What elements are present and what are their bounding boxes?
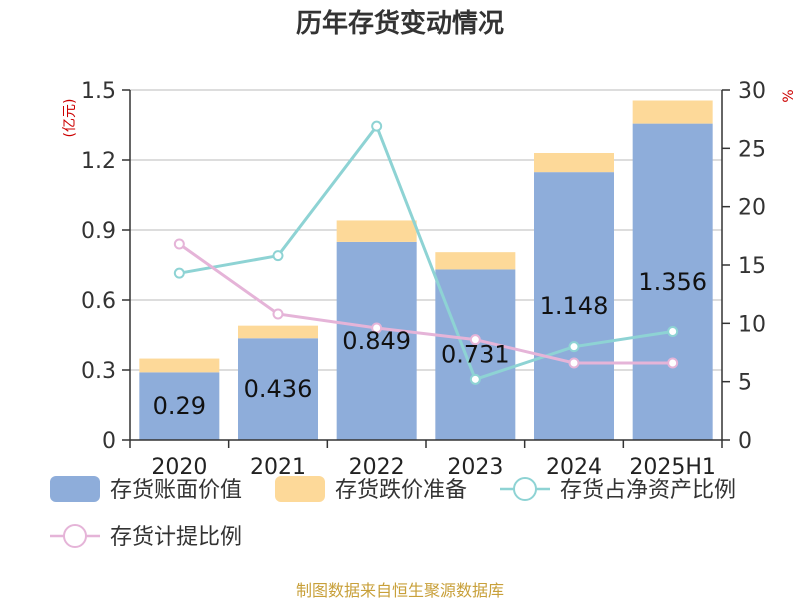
bar-impairment-provision	[238, 325, 318, 339]
bar-impairment-provision	[534, 153, 614, 173]
left-tick-label: 0.6	[81, 289, 116, 314]
bar-data-label: 1.356	[638, 268, 707, 296]
x-tick-label: 2020	[151, 455, 207, 480]
left-tick-label: 1.5	[81, 79, 116, 104]
bar-impairment-provision	[336, 220, 417, 242]
right-tick-label: 25	[738, 137, 766, 162]
x-tick-label: 2021	[250, 455, 306, 480]
left-tick-label: 0	[102, 429, 116, 454]
bar-book-value	[435, 269, 516, 440]
bar-layer	[139, 100, 713, 440]
bar-data-label: 0.731	[441, 341, 510, 369]
bar-book-value	[632, 123, 713, 440]
bar-impairment-provision	[632, 100, 713, 124]
point-inventory-to-net-assets	[667, 326, 679, 337]
right-axis-unit-label: %	[781, 89, 797, 102]
x-tick-label: 2025H1	[629, 455, 716, 480]
point-provision-ratio	[371, 322, 383, 334]
x-tick-label: 2023	[447, 455, 503, 480]
point-provision-ratio	[469, 334, 481, 346]
source-text: 制图数据来自恒生聚源数据库	[296, 581, 504, 600]
axis-layer: 0 0.3 0.6 0.9 1.2 1.5 0 5 10 15 20 25 30 2020 2021 2022…	[81, 79, 766, 480]
left-axis-unit-label: (亿元)	[62, 99, 78, 138]
right-tick-label: 20	[738, 196, 766, 221]
legend-label: 存货跌价准备	[335, 478, 467, 503]
left-tick-label: 0.3	[81, 359, 116, 384]
x-tick-label: 2022	[349, 455, 405, 480]
legend-label: 存货计提比例	[110, 525, 242, 550]
point-provision-ratio	[667, 357, 679, 369]
legend-inventory-to-net-assets: 存货占净资产比例	[500, 477, 736, 503]
legend-impairment-provision: 存货跌价准备	[275, 476, 467, 503]
legend-label: 存货账面价值	[110, 478, 242, 503]
legend-marker	[63, 524, 87, 548]
right-tick-label: 5	[738, 371, 752, 396]
legend-marker	[513, 477, 537, 501]
left-tick-label: 0.9	[81, 219, 116, 244]
left-tick-label: 1.2	[81, 149, 116, 174]
chart-title: 历年存货变动情况	[296, 8, 504, 39]
bar-data-label: 0.849	[342, 327, 411, 355]
right-tick-label: 30	[738, 79, 766, 104]
right-tick-label: 10	[738, 312, 766, 337]
point-inventory-to-net-assets	[568, 341, 580, 353]
bar-data-label: 0.436	[244, 375, 313, 403]
right-tick-label: 15	[738, 254, 766, 279]
bar-impairment-provision	[139, 358, 220, 373]
bar-data-label: 0.29	[153, 392, 206, 420]
legend-book-value: 存货账面价值	[50, 476, 242, 503]
bar-book-value	[534, 172, 614, 440]
bar-book-value	[139, 372, 220, 440]
legend-swatch	[50, 476, 100, 502]
point-inventory-to-net-assets	[173, 267, 185, 279]
bar-book-value	[238, 338, 318, 440]
point-inventory-to-net-assets	[371, 120, 383, 132]
line-inventory-to-net-assets	[179, 123, 673, 382]
bar-impairment-provision	[435, 252, 516, 270]
line-provision-ratio	[178, 242, 673, 365]
line-layer: 0.29 0.436 0.849 0.731 1.148 1.356	[153, 120, 707, 420]
gridlines	[130, 89, 722, 371]
point-inventory-to-net-assets	[272, 250, 284, 262]
point-provision-ratio	[173, 238, 185, 250]
x-tick-label: 2024	[546, 455, 602, 480]
bar-book-value	[336, 241, 417, 440]
point-inventory-to-net-assets	[469, 373, 481, 385]
right-tick-label: 0	[738, 429, 752, 454]
point-provision-ratio	[568, 357, 580, 369]
point-provision-ratio	[272, 308, 284, 320]
legend-label: 存货占净资产比例	[560, 478, 736, 503]
bar-data-label: 1.148	[540, 292, 609, 320]
legend-swatch	[275, 476, 325, 502]
legend-provision-ratio: 存货计提比例	[50, 524, 242, 550]
